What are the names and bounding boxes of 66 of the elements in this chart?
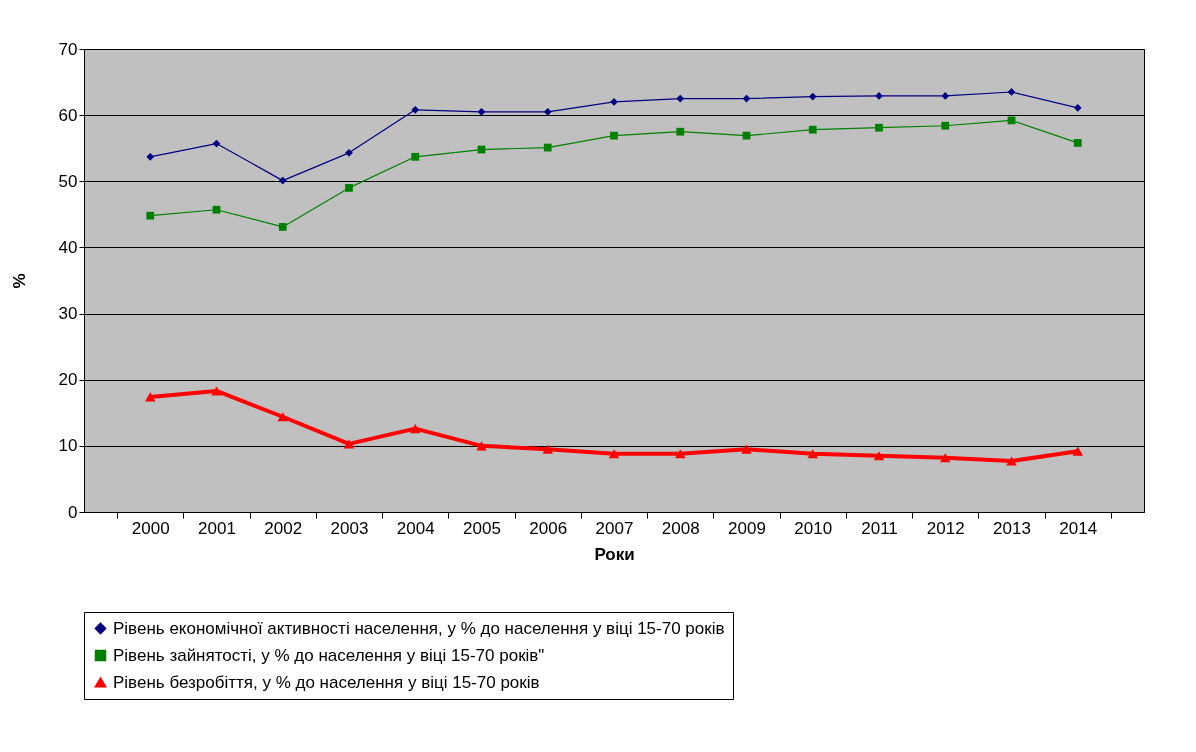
point	[1072, 446, 1083, 456]
point	[477, 107, 486, 116]
point	[676, 94, 685, 103]
x-tick-label: 2009	[728, 518, 766, 538]
point	[808, 92, 817, 101]
legend-label: Рівень економічної активності населення, у % до населення у віці 15-70 років	[113, 618, 725, 638]
point	[873, 451, 885, 461]
point	[411, 152, 420, 161]
x-tick-label: 2004	[396, 518, 435, 538]
x-tick-label: 2007	[595, 518, 634, 538]
point	[940, 453, 951, 463]
point	[1073, 103, 1082, 112]
point	[610, 131, 618, 140]
point	[277, 412, 288, 422]
point	[542, 444, 553, 454]
y-tick-label: 20	[58, 370, 78, 390]
point	[543, 143, 552, 152]
point	[1006, 456, 1017, 466]
x-tick-label: 2013	[993, 518, 1031, 538]
point	[278, 176, 287, 185]
x-tick-label: 2014	[1059, 518, 1098, 538]
point	[608, 449, 620, 459]
x-tick-label: 2005	[463, 518, 501, 538]
point	[476, 441, 487, 451]
point	[742, 131, 751, 140]
x-tick-label: 2003	[330, 518, 369, 538]
y-axis-title: %	[9, 273, 29, 289]
x-tick-label: 2011	[861, 518, 898, 538]
x-tick-label: 2002	[264, 518, 303, 538]
x-tick-label: 2000	[131, 518, 170, 538]
point	[875, 123, 883, 132]
y-tick-label: 10	[58, 436, 78, 456]
point	[211, 386, 222, 396]
y-tick-label: 50	[58, 171, 78, 191]
y-tick-label: 40	[58, 237, 78, 257]
point	[278, 223, 287, 231]
point	[1007, 88, 1016, 96]
point	[941, 92, 950, 100]
x-tick-label: 2012	[926, 518, 965, 538]
point	[941, 121, 950, 130]
point	[543, 107, 552, 116]
x-tick-label: 2001	[198, 518, 236, 538]
x-axis-title: Роки	[594, 544, 635, 564]
point	[676, 127, 685, 136]
point	[807, 449, 818, 459]
y-tick-label: 70	[58, 39, 78, 59]
x-tick-label: 2006	[529, 518, 568, 538]
point	[146, 211, 155, 220]
point	[410, 424, 421, 434]
point	[741, 444, 752, 454]
point	[345, 184, 353, 192]
point	[1073, 139, 1082, 147]
x-tick-label: 2008	[661, 518, 700, 538]
point	[146, 152, 155, 161]
point	[675, 449, 686, 459]
y-tick-label: 0	[68, 502, 78, 522]
point	[212, 205, 221, 214]
x-tick-label: 2010	[794, 518, 833, 538]
point	[343, 439, 355, 449]
legend-label: Рівень безробіття, у % до населення у віці 15-70 років	[113, 672, 540, 692]
point	[345, 148, 353, 157]
y-tick-label: 30	[58, 304, 78, 324]
point	[808, 125, 817, 134]
legend-label: Рівень зайнятості, у % до населення у віці 15-70 років"	[113, 645, 545, 665]
point	[411, 105, 420, 114]
y-tick-label: 60	[58, 105, 78, 125]
